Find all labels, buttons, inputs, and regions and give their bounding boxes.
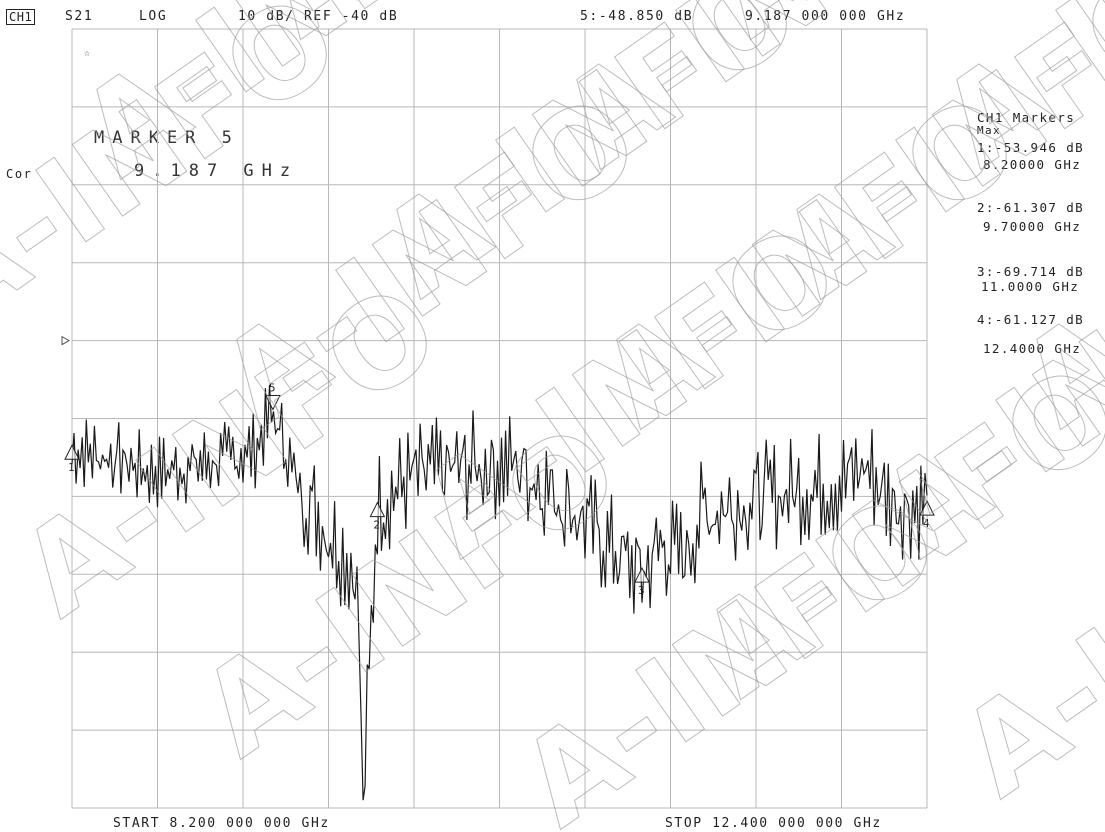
marker-1-frequency: 8.20000 GHz [983,157,1082,172]
marker-4-triangle-icon [919,500,935,516]
reference-pointer-icon [61,335,71,346]
marker-2-triangle-icon [369,501,386,518]
marker-2-value: 2:-61.307 dB [977,200,1085,215]
marker-5-label: 5 [269,382,276,395]
marker-3-value: 3:-69.714 dB [977,264,1085,279]
active-marker-frequency: 9.187 000 000 GHz [745,9,906,24]
marker-table-subtitle: Max [977,124,1002,137]
marker-box-title: MARKER 5 [94,128,240,148]
marker-4-value: 4:-61.127 dB [977,312,1085,327]
marker-1-triangle-icon [64,444,80,460]
reference-pointer-shape [61,335,71,346]
marker-3-triangle-icon [634,566,650,583]
stop-frequency: STOP 12.400 000 000 GHz [665,816,882,831]
active-marker-value: 5:-48.850 dB [580,9,694,24]
marker-box-frequency: 9.187 GHz [134,161,299,181]
scale-label: 10 dB/ REF -40 dB [238,9,399,24]
sparam-label: S21 [65,9,94,24]
marker-layer: 1 2 3 4 5 [64,382,935,597]
marker-5-triangle-icon [265,395,281,411]
correction-label: Cor [6,167,33,181]
marker-3-frequency: 11.0000 GHz [981,279,1080,294]
status-star-icon: ☆ [84,48,92,59]
marker-4-frequency: 12.4000 GHz [983,341,1082,356]
format-label: LOG [139,9,168,24]
marker-2-frequency: 9.70000 GHz [983,219,1082,234]
marker-3-label: 3 [638,584,645,597]
marker-table-title: CH1 Markers [977,110,1076,125]
marker-2-label: 2 [373,519,380,532]
channel-label: CH1 [6,9,36,25]
s21-trace-line [71,384,928,801]
start-frequency: START 8.200 000 000 GHz [113,816,330,831]
marker-4-label: 4 [923,517,930,530]
marker-1-value: 1:-53.946 dB [977,140,1085,155]
marker-1-label: 1 [68,461,75,474]
plot-grid [71,28,928,809]
